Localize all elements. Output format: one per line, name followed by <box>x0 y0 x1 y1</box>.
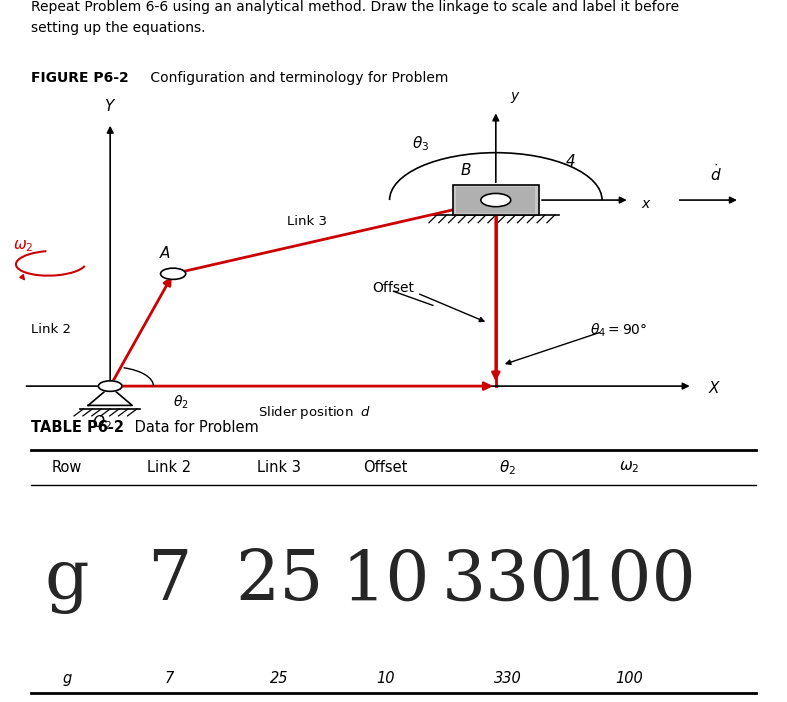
Text: Configuration and terminology for Problem: Configuration and terminology for Proble… <box>146 70 449 84</box>
Text: Row: Row <box>52 460 82 475</box>
Text: Slider position  $d$: Slider position $d$ <box>258 404 371 420</box>
Text: 330: 330 <box>493 672 522 687</box>
Text: $B$: $B$ <box>460 162 471 178</box>
Text: 330: 330 <box>442 548 574 614</box>
Text: Link 2: Link 2 <box>31 324 71 336</box>
Text: 10: 10 <box>342 548 430 614</box>
Text: 25: 25 <box>235 548 323 614</box>
Text: $\theta_2$: $\theta_2$ <box>499 458 516 477</box>
Text: $\dot{d}$: $\dot{d}$ <box>711 164 722 184</box>
FancyBboxPatch shape <box>453 185 539 215</box>
Text: TABLE P6-2: TABLE P6-2 <box>31 420 124 435</box>
Text: g: g <box>45 548 89 614</box>
Text: Repeat Problem 6-6 using an analytical method. Draw the linkage to scale and lab: Repeat Problem 6-6 using an analytical m… <box>31 0 680 34</box>
Text: 4: 4 <box>566 154 575 169</box>
Circle shape <box>161 268 186 279</box>
FancyBboxPatch shape <box>456 187 535 213</box>
Text: Offset: Offset <box>364 460 408 475</box>
Text: Offset: Offset <box>372 281 415 295</box>
Text: Link 2: Link 2 <box>147 460 191 475</box>
Text: $\theta_2$: $\theta_2$ <box>173 393 189 411</box>
Text: $\omega_2$: $\omega_2$ <box>13 238 34 253</box>
Text: 7: 7 <box>147 548 191 614</box>
Text: Link 3: Link 3 <box>287 215 327 227</box>
Text: $A$: $A$ <box>159 246 172 261</box>
Text: 100: 100 <box>563 548 696 614</box>
Text: Data for Problem: Data for Problem <box>130 420 259 435</box>
Text: 10: 10 <box>376 672 395 687</box>
Text: 25: 25 <box>270 672 289 687</box>
Text: $\theta_4 = 90°$: $\theta_4 = 90°$ <box>590 322 648 338</box>
Circle shape <box>481 193 511 206</box>
Text: g: g <box>62 672 72 687</box>
Text: 7: 7 <box>164 672 174 687</box>
Text: Link 3: Link 3 <box>257 460 301 475</box>
Text: FIGURE P6-2: FIGURE P6-2 <box>31 70 129 84</box>
Text: $O_2$: $O_2$ <box>92 413 113 432</box>
Circle shape <box>98 380 122 391</box>
Text: $x$: $x$ <box>641 197 652 211</box>
Text: $X$: $X$ <box>708 380 722 396</box>
Text: 100: 100 <box>615 672 644 687</box>
Text: $\omega_2$: $\omega_2$ <box>619 460 640 475</box>
Text: $Y$: $Y$ <box>104 98 116 114</box>
Text: $y$: $y$ <box>510 91 521 105</box>
Text: $\theta_3$: $\theta_3$ <box>412 135 430 153</box>
